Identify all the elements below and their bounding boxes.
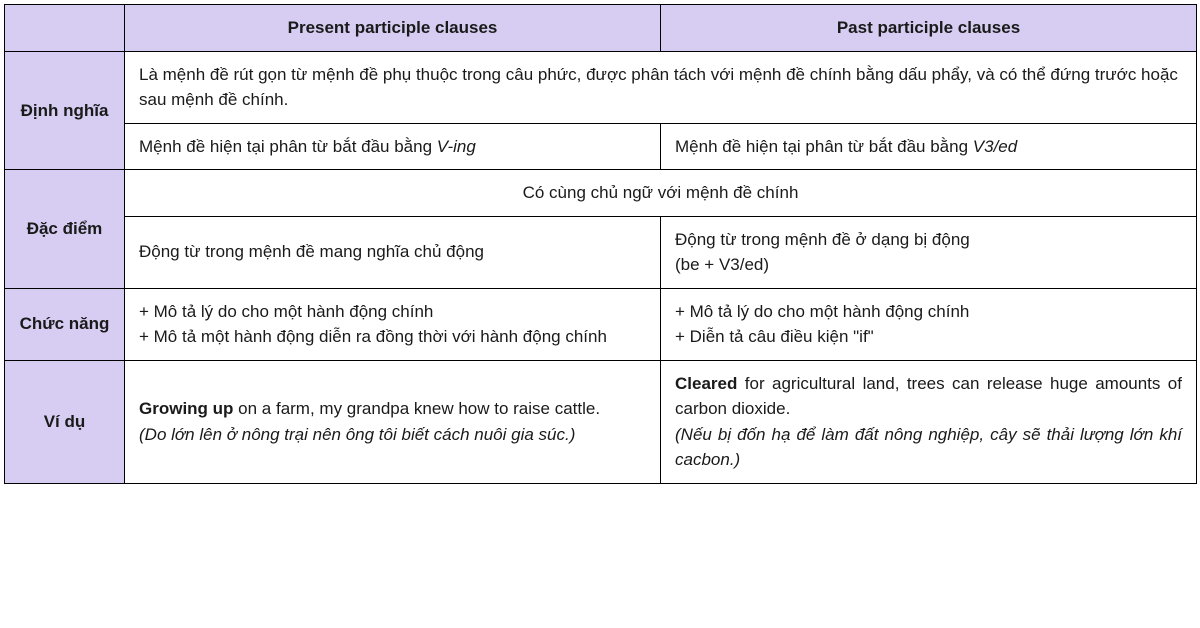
label-dac-diem: Đặc điểm <box>5 170 125 289</box>
row-dinh-nghia-1: Định nghĩa Là mệnh đề rút gọn từ mệnh đề… <box>5 51 1197 123</box>
cn-past-line1: + Mô tả lý do cho một hành động chính <box>675 302 969 321</box>
vd-present-rest: on a farm, my grandpa knew how to raise … <box>233 399 600 418</box>
dd-past-line2: (be + V3/ed) <box>675 255 769 274</box>
dac-diem-shared: Có cùng chủ ngữ với mệnh đề chính <box>125 170 1197 217</box>
header-present: Present participle clauses <box>125 5 661 52</box>
header-empty <box>5 5 125 52</box>
header-past: Past participle clauses <box>661 5 1197 52</box>
row-dinh-nghia-2: Mệnh đề hiện tại phân từ bắt đầu bằng V-… <box>5 123 1197 170</box>
cn-present-line2: + Mô tả một hành động diễn ra đồng thời … <box>139 327 607 346</box>
vd-present-bold: Growing up <box>139 399 233 418</box>
cn-present-line1: + Mô tả lý do cho một hành động chính <box>139 302 433 321</box>
vd-past-trans: (Nếu bị đốn hạ để làm đất nông nghiệp, c… <box>675 425 1182 470</box>
dinh-nghia-past: Mệnh đề hiện tại phân từ bắt đầu bằng V3… <box>661 123 1197 170</box>
label-chuc-nang: Chức năng <box>5 288 125 360</box>
dac-diem-past: Động từ trong mệnh đề ở dạng bị động (be… <box>661 216 1197 288</box>
vd-past-rest: for agricultural land, trees can release… <box>675 374 1182 419</box>
table-header-row: Present participle clauses Past particip… <box>5 5 1197 52</box>
row-vi-du: Ví dụ Growing up on a farm, my grandpa k… <box>5 360 1197 483</box>
label-dinh-nghia: Định nghĩa <box>5 51 125 170</box>
label-vi-du: Ví dụ <box>5 360 125 483</box>
dn-past-em: V3/ed <box>973 137 1017 156</box>
dn-present-em: V-ing <box>437 137 476 156</box>
dinh-nghia-present: Mệnh đề hiện tại phân từ bắt đầu bằng V-… <box>125 123 661 170</box>
row-dac-diem-2: Động từ trong mệnh đề mang nghĩa chủ độn… <box>5 216 1197 288</box>
chuc-nang-present: + Mô tả lý do cho một hành động chính + … <box>125 288 661 360</box>
vi-du-past: Cleared for agricultural land, trees can… <box>661 360 1197 483</box>
dn-present-prefix: Mệnh đề hiện tại phân từ bắt đầu bằng <box>139 137 437 156</box>
dinh-nghia-shared: Là mệnh đề rút gọn từ mệnh đề phụ thuộc … <box>125 51 1197 123</box>
row-chuc-nang: Chức năng + Mô tả lý do cho một hành độn… <box>5 288 1197 360</box>
vd-past-bold: Cleared <box>675 374 737 393</box>
dn-past-prefix: Mệnh đề hiện tại phân từ bắt đầu bằng <box>675 137 973 156</box>
chuc-nang-past: + Mô tả lý do cho một hành động chính + … <box>661 288 1197 360</box>
row-dac-diem-1: Đặc điểm Có cùng chủ ngữ với mệnh đề chí… <box>5 170 1197 217</box>
vd-present-trans: (Do lớn lên ở nông trại nên ông tôi biết… <box>139 425 575 444</box>
cn-past-line2: + Diễn tả câu điều kiện "if" <box>675 327 874 346</box>
dac-diem-present: Động từ trong mệnh đề mang nghĩa chủ độn… <box>125 216 661 288</box>
dd-past-line1: Động từ trong mệnh đề ở dạng bị động <box>675 230 970 249</box>
vi-du-present: Growing up on a farm, my grandpa knew ho… <box>125 360 661 483</box>
participle-clauses-table: Present participle clauses Past particip… <box>4 4 1197 484</box>
